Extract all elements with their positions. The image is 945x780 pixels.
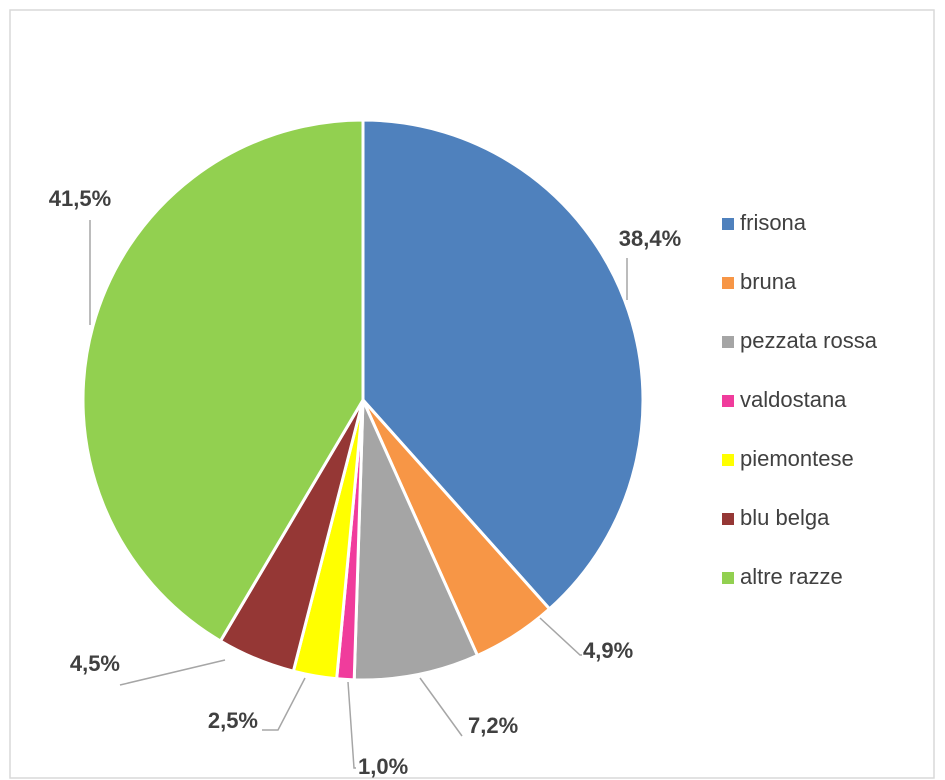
legend-label: blu belga [740,505,830,530]
legend-label: valdostana [740,387,847,412]
legend-swatch [722,395,734,407]
legend-swatch [722,336,734,348]
leader-line [419,677,463,737]
data-label: 38,4% [619,226,681,251]
data-label: 4,9% [583,638,633,663]
legend-label: altre razze [740,564,843,589]
pie-slice [81,118,365,644]
leader-line [539,617,582,656]
data-label: 1,0% [358,754,408,779]
legend-swatch [722,454,734,466]
data-label: 2,5% [208,708,258,733]
leader-line [119,659,226,686]
legend-label: frisona [740,210,807,235]
legend-swatch [722,277,734,289]
pie-slice [352,399,480,682]
legend-swatch [722,572,734,584]
leader-line [262,677,306,731]
data-label: 4,5% [70,651,120,676]
legend-label: bruna [740,269,797,294]
legend-label: piemontese [740,446,854,471]
legend-swatch [722,513,734,525]
data-label: 7,2% [468,713,518,738]
pie-slice [361,118,645,611]
legend-label: pezzata rossa [740,328,878,353]
leader-line [347,681,356,769]
data-label: 41,5% [49,186,111,211]
legend-swatch [722,218,734,230]
